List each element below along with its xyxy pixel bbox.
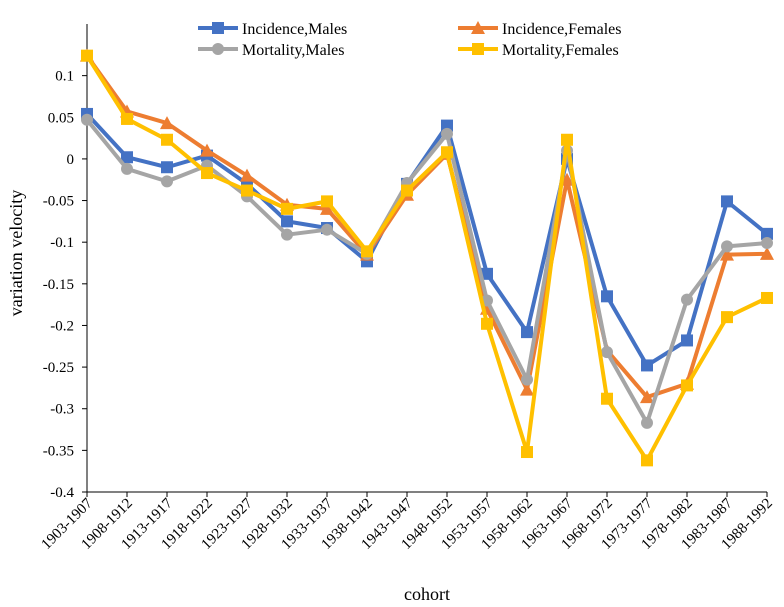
data-point <box>760 246 774 260</box>
series-group <box>80 48 774 467</box>
y-tick-label: 0 <box>67 152 75 168</box>
data-point <box>361 255 373 268</box>
data-point <box>640 390 654 404</box>
data-point <box>721 311 733 324</box>
data-point <box>121 112 133 125</box>
data-point <box>201 167 213 180</box>
data-point <box>441 119 453 132</box>
data-point <box>601 346 613 359</box>
legend-label: Mortality,Males <box>242 42 345 59</box>
data-point <box>521 373 533 386</box>
legend-item: Incidence,Males <box>198 21 347 38</box>
legend-marker <box>471 21 485 34</box>
data-point <box>161 175 173 188</box>
legend-marker <box>212 22 224 34</box>
data-point <box>761 291 773 304</box>
legend-marker <box>212 43 224 55</box>
y-axis-title: variation velocity <box>6 190 26 316</box>
data-point <box>641 416 653 429</box>
legend-label: Incidence,Females <box>502 21 622 38</box>
data-point <box>641 359 653 372</box>
data-point <box>521 326 533 339</box>
legend-item: Incidence,Females <box>458 21 622 38</box>
data-point <box>121 162 133 175</box>
data-point <box>721 195 733 208</box>
y-tick-label: -0.05 <box>43 194 74 210</box>
series-incidence-males <box>81 107 773 372</box>
data-point <box>281 215 293 228</box>
y-tick-label: -0.4 <box>50 485 74 501</box>
data-point <box>81 49 93 62</box>
data-point <box>721 240 733 253</box>
data-point <box>401 184 413 197</box>
data-point <box>481 317 493 330</box>
legend-marker <box>472 43 484 55</box>
series-line <box>85 118 768 425</box>
x-tick-labels: 1903-19071908-19121913-19171918-19221923… <box>39 495 776 553</box>
data-point <box>200 143 214 157</box>
y-tick-label: 0.05 <box>48 110 74 126</box>
data-point <box>161 133 173 146</box>
series-mortality-females <box>81 49 773 467</box>
legend: Incidence,Males Incidence,Females Mortalit… <box>198 21 622 59</box>
data-point <box>161 161 173 174</box>
axes <box>82 24 768 497</box>
y-tick-label: -0.25 <box>43 360 74 376</box>
data-point <box>441 127 453 140</box>
data-point <box>681 379 693 392</box>
y-tick-label: -0.1 <box>50 235 74 251</box>
data-point <box>561 133 573 146</box>
legend-label: Mortality,Females <box>502 42 619 59</box>
legend-item: Mortality,Females <box>458 42 619 59</box>
data-point <box>241 184 253 197</box>
data-point <box>281 202 293 215</box>
y-tick-label: -0.35 <box>43 443 74 459</box>
data-point <box>681 334 693 347</box>
data-point <box>521 446 533 459</box>
data-point <box>520 382 534 396</box>
data-point <box>761 227 773 240</box>
data-point <box>681 293 693 306</box>
data-point <box>641 454 653 467</box>
data-point <box>121 151 133 164</box>
y-tick-label: -0.2 <box>50 318 74 334</box>
y-tick-label: 0.1 <box>55 69 74 85</box>
data-point <box>281 228 293 241</box>
legend-item: Mortality,Males <box>198 42 345 59</box>
series-line <box>85 54 768 463</box>
data-point <box>160 116 174 130</box>
data-point <box>320 201 334 215</box>
data-point <box>720 247 734 261</box>
data-point <box>481 267 493 280</box>
series-line <box>85 112 769 368</box>
legend-label: Incidence,Males <box>242 21 347 38</box>
data-point <box>361 245 373 258</box>
y-tick-label: -0.3 <box>50 402 74 418</box>
data-point <box>240 168 254 182</box>
data-point <box>321 195 333 208</box>
data-point <box>321 223 333 236</box>
y-tick-label: -0.15 <box>43 277 74 293</box>
data-point <box>601 290 613 303</box>
data-point <box>81 113 93 126</box>
x-axis-title: cohort <box>404 584 450 604</box>
data-point <box>441 146 453 159</box>
series-line <box>85 54 768 400</box>
data-point <box>761 237 773 250</box>
data-point <box>601 392 613 405</box>
y-tick-labels: 0.1 0.05 0 -0.05 -0.1 -0.15 -0.2 -0.25 -0.3 -0.35… <box>43 69 75 501</box>
